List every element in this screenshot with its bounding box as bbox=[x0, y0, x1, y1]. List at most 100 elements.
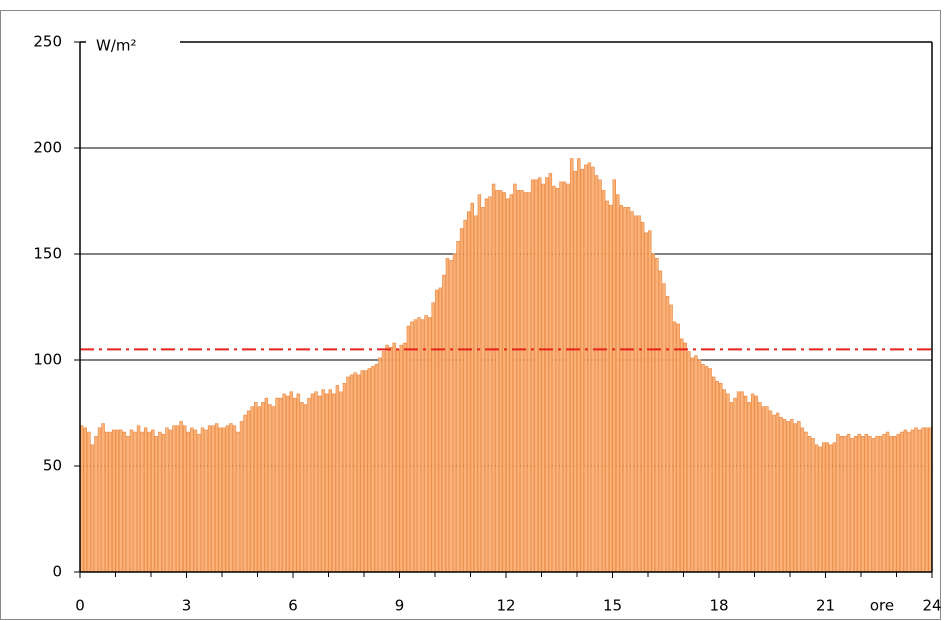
bar bbox=[857, 433, 861, 573]
bar bbox=[772, 414, 776, 573]
bar bbox=[868, 436, 872, 573]
bar bbox=[396, 349, 400, 573]
bar bbox=[924, 427, 929, 573]
bar bbox=[761, 406, 766, 573]
bar bbox=[246, 410, 251, 573]
y-tick-label: 100 bbox=[33, 351, 62, 369]
bar bbox=[843, 436, 847, 573]
bar bbox=[481, 207, 485, 573]
bar bbox=[119, 429, 123, 573]
bar bbox=[786, 421, 790, 573]
bar bbox=[907, 431, 911, 573]
bar bbox=[392, 342, 396, 573]
bar bbox=[623, 207, 627, 573]
bar bbox=[87, 431, 91, 573]
bar bbox=[310, 393, 315, 573]
bar bbox=[502, 192, 506, 573]
bar bbox=[928, 427, 932, 573]
x-tick-label: 9 bbox=[395, 597, 405, 615]
bar bbox=[644, 232, 648, 573]
bar bbox=[598, 179, 602, 573]
bar bbox=[605, 200, 609, 573]
bar bbox=[694, 355, 698, 573]
bar bbox=[371, 366, 375, 573]
bar bbox=[467, 211, 471, 573]
bar bbox=[268, 404, 272, 573]
bar bbox=[885, 431, 890, 573]
bar bbox=[477, 194, 482, 573]
bar bbox=[133, 431, 137, 573]
bar bbox=[94, 436, 98, 573]
bar bbox=[207, 425, 212, 573]
bar bbox=[463, 219, 467, 573]
bar bbox=[523, 192, 528, 573]
bar bbox=[683, 342, 687, 573]
bar bbox=[122, 431, 127, 573]
bar bbox=[882, 433, 886, 573]
bar bbox=[218, 427, 222, 573]
bar bbox=[619, 204, 624, 573]
bar bbox=[552, 185, 556, 573]
bar bbox=[559, 181, 563, 573]
bar bbox=[470, 202, 474, 573]
bar bbox=[452, 253, 457, 573]
bar bbox=[271, 406, 276, 573]
y-tick-label: 200 bbox=[33, 139, 62, 157]
bar bbox=[307, 397, 311, 573]
bar bbox=[591, 166, 595, 573]
bar bbox=[790, 419, 794, 573]
bar bbox=[793, 423, 798, 573]
bar bbox=[566, 183, 570, 573]
bar bbox=[328, 389, 332, 573]
bar bbox=[672, 321, 677, 573]
bar bbox=[115, 429, 119, 573]
bar bbox=[406, 325, 411, 573]
bar bbox=[513, 183, 517, 573]
bar bbox=[814, 444, 819, 573]
y-label-background bbox=[86, 30, 180, 54]
bar bbox=[112, 429, 116, 573]
bar bbox=[541, 183, 545, 573]
bar bbox=[449, 260, 453, 573]
bar bbox=[214, 423, 219, 573]
bar bbox=[349, 374, 354, 573]
bar bbox=[80, 425, 84, 573]
bar bbox=[651, 253, 656, 573]
bar bbox=[488, 196, 492, 573]
bar bbox=[577, 158, 581, 573]
bar bbox=[538, 177, 542, 573]
bar bbox=[719, 383, 723, 573]
bar bbox=[90, 444, 95, 573]
bar bbox=[648, 230, 652, 573]
bar bbox=[108, 431, 112, 573]
bar bbox=[616, 194, 620, 573]
bar bbox=[797, 421, 801, 573]
bar bbox=[690, 357, 695, 573]
bar bbox=[658, 270, 663, 573]
bar bbox=[179, 421, 183, 573]
bar bbox=[190, 427, 194, 573]
bar bbox=[172, 425, 176, 573]
bar bbox=[285, 395, 290, 573]
bar bbox=[601, 190, 606, 573]
bar bbox=[282, 393, 286, 573]
bar bbox=[733, 397, 737, 573]
bar bbox=[424, 315, 428, 573]
bar bbox=[403, 342, 407, 573]
bar bbox=[587, 162, 592, 573]
bar bbox=[435, 289, 439, 573]
bar bbox=[726, 393, 730, 573]
bar bbox=[168, 429, 173, 573]
bar bbox=[197, 433, 201, 573]
x-tick-label: 18 bbox=[709, 597, 728, 615]
bar bbox=[332, 393, 336, 573]
bar bbox=[300, 402, 304, 573]
bar bbox=[506, 198, 510, 573]
bar bbox=[722, 389, 727, 573]
x-tick-label: 12 bbox=[496, 597, 515, 615]
bars bbox=[80, 158, 932, 573]
bar bbox=[346, 376, 350, 573]
bar bbox=[239, 421, 244, 573]
x-axis-label: ore bbox=[870, 597, 894, 615]
